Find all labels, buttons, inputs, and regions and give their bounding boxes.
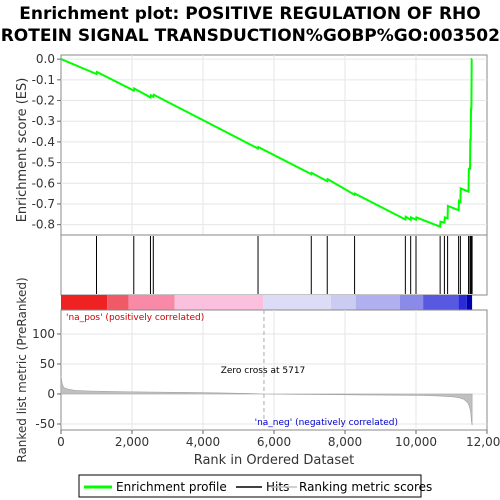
x-tick-label: 6,000 (257, 435, 291, 449)
x-axis-label: Rank in Ordered Dataset (194, 453, 355, 468)
enrichment-profile-line (60, 58, 473, 229)
ranking-bar-segment (458, 295, 467, 310)
es-tick-label: -0.4 (32, 135, 55, 149)
x-tick-label: 4,000 (186, 435, 220, 449)
x-tick-label: 0 (57, 435, 65, 449)
x-tick-label: 12,000 (466, 435, 500, 449)
ranking-bar-segment (174, 295, 264, 310)
metric-tick-label: -50 (35, 417, 55, 431)
ranking-bar-segment (466, 295, 473, 310)
es-tick-label: -0.3 (32, 114, 55, 128)
es-y-axis-label: Enrichment score (ES) (15, 78, 30, 223)
x-tick-label: 10,000 (395, 435, 437, 449)
ranking-color-bar (61, 295, 473, 310)
chart-title-line-2: PROTEIN SIGNAL TRANSDUCTION%GOBP%GO:0035… (0, 26, 500, 46)
ranking-bar-segment (107, 295, 129, 310)
x-axis-ticks: 0 2,000 4,000 6,000 8,000 10,000 12,000 (57, 430, 500, 449)
es-gridlines (61, 55, 487, 235)
hit-markers (96, 236, 473, 294)
es-tick-label: -0.6 (32, 176, 55, 190)
es-tick-label: -0.7 (32, 197, 55, 211)
es-tick-label: 0.0 (36, 52, 55, 66)
x-tick-label: 2,000 (115, 435, 149, 449)
legend: Enrichment profile Hits Ranking metric s… (78, 474, 432, 498)
chart-title-line-1: Enrichment plot: POSITIVE REGULATION OF … (19, 4, 481, 24)
es-tick-label: -0.1 (32, 73, 55, 87)
positive-correlation-label: 'na_pos' (positively correlated) (66, 313, 204, 323)
es-tick-label: -0.5 (32, 156, 55, 170)
ranking-bar-segment (355, 295, 401, 310)
ranking-bar-segment (128, 295, 175, 310)
ranking-bar-segment (423, 295, 459, 310)
ranking-bar-segment (330, 295, 356, 310)
legend-profile-label: Enrichment profile (116, 480, 227, 494)
metric-tick-label: 100 (32, 327, 55, 341)
metric-tick-label: 0 (47, 387, 55, 401)
es-y-ticks: 0.0 -0.1 -0.2 -0.3 -0.4 -0.5 -0.6 -0.7 -0.8 (32, 52, 61, 232)
legend-metric-label: Ranking metric scores (299, 480, 432, 494)
ranking-bar-segment (400, 295, 424, 310)
ranking-metric-area (60, 375, 473, 426)
hits-panel-frame (60, 234, 488, 296)
x-tick-label: 8,000 (328, 435, 362, 449)
es-tick-label: -0.8 (32, 218, 55, 232)
metric-y-ticks: 100 50 0 -50 (32, 327, 61, 431)
ranking-bar-segment (61, 295, 108, 310)
hits-panel (60, 234, 488, 296)
legend-frame (78, 474, 422, 498)
es-panel: 0.0 -0.1 -0.2 -0.3 -0.4 -0.5 -0.6 -0.7 -0.8 Enri… (15, 52, 488, 236)
zero-cross-label: Zero cross at 5717 (221, 366, 306, 376)
metric-tick-label: 50 (40, 357, 55, 371)
es-tick-label: -0.2 (32, 94, 55, 108)
negative-correlation-label: 'na_neg' (negatively correlated) (255, 418, 398, 428)
metric-y-axis-label: Ranked list metric (PreRanked) (15, 277, 29, 462)
ranking-bar-segment (263, 295, 331, 310)
